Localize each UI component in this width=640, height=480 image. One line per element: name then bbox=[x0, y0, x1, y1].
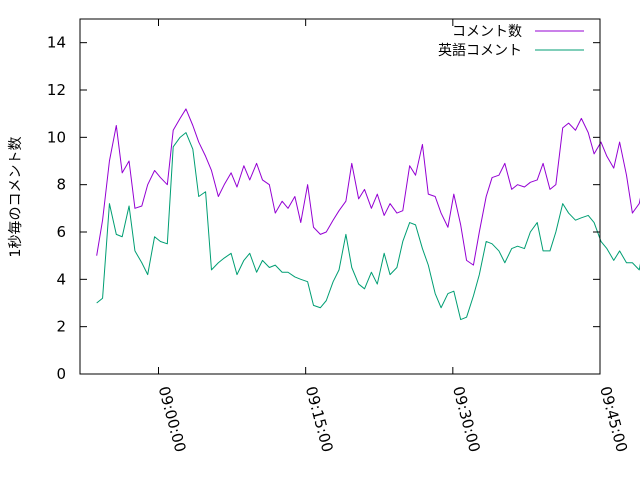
legend: コメント数 英語コメント bbox=[438, 24, 584, 59]
y-axis: 0 2 4 6 8 10 12 14 bbox=[47, 34, 600, 383]
legend-label-english: 英語コメント bbox=[438, 42, 522, 59]
series-line-0 bbox=[96, 108, 640, 266]
y-tick-label: 4 bbox=[56, 270, 66, 288]
y-tick-label: 12 bbox=[47, 81, 66, 99]
y-tick-label: 6 bbox=[56, 223, 66, 241]
y-tick-label: 0 bbox=[56, 365, 66, 383]
legend-label-comments: コメント数 bbox=[452, 24, 522, 40]
y-tick-label: 14 bbox=[47, 34, 66, 52]
plot-frame bbox=[79, 18, 601, 375]
y-tick-label: 2 bbox=[56, 318, 66, 336]
y-axis-title: 1秒毎のコメント数 bbox=[8, 137, 24, 258]
y-tick-label: 8 bbox=[56, 176, 66, 194]
y-tick-label: 10 bbox=[47, 128, 66, 146]
series-line-1 bbox=[96, 132, 640, 321]
plot-lines bbox=[96, 108, 640, 321]
